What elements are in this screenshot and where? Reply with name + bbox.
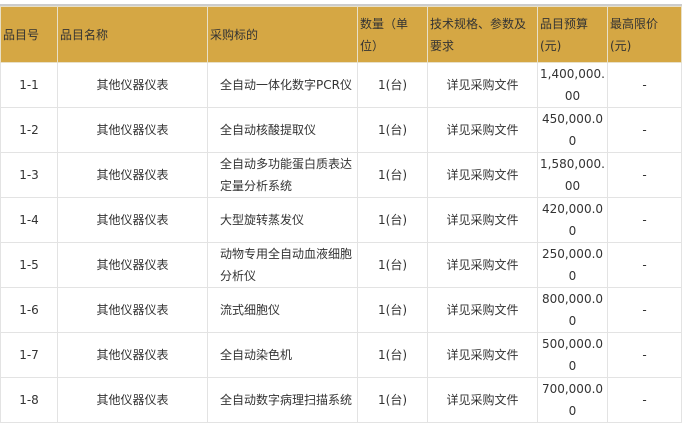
header-budget: 品目预算(元) — [537, 6, 608, 63]
cell-max-price: - — [607, 107, 682, 153]
cell-procurement-subject: 流式细胞仪 — [207, 287, 358, 333]
header-procurement-subject: 采购标的 — [207, 6, 358, 63]
cell-budget: 420,000.00 — [537, 197, 608, 243]
cell-item-name: 其他仪器仪表 — [57, 197, 208, 243]
cell-item-name: 其他仪器仪表 — [57, 377, 208, 423]
cell-item-no: 1-5 — [0, 242, 58, 288]
cell-max-price: - — [607, 242, 682, 288]
cell-specs: 详见采购文件 — [427, 107, 538, 153]
header-item-no: 品目号 — [0, 6, 58, 63]
cell-item-no: 1-2 — [0, 107, 58, 153]
cell-budget: 450,000.00 — [537, 107, 608, 153]
cell-quantity: 1(台) — [357, 242, 428, 288]
procurement-table-wrapper: 品目号 品目名称 采购标的 数量（单位） 技术规格、参数及要求 品目预算(元) 最高限价(元… — [0, 4, 682, 423]
cell-quantity: 1(台) — [357, 197, 428, 243]
cell-procurement-subject: 全自动一体化数字PCR仪 — [207, 62, 358, 108]
cell-procurement-subject: 全自动数字病理扫描系统 — [207, 377, 358, 423]
cell-procurement-subject: 全自动染色机 — [207, 332, 358, 378]
cell-max-price: - — [607, 197, 682, 243]
cell-procurement-subject: 全自动多功能蛋白质表达定量分析系统 — [207, 152, 358, 198]
cell-max-price: - — [607, 332, 682, 378]
cell-quantity: 1(台) — [357, 152, 428, 198]
cell-specs: 详见采购文件 — [427, 152, 538, 198]
cell-specs: 详见采购文件 — [427, 197, 538, 243]
cell-max-price: - — [607, 377, 682, 423]
cell-max-price: - — [607, 287, 682, 333]
cell-item-no: 1-7 — [0, 332, 58, 378]
cell-quantity: 1(台) — [357, 62, 428, 108]
cell-item-name: 其他仪器仪表 — [57, 332, 208, 378]
table-row: 1-2 其他仪器仪表 全自动核酸提取仪 1(台) 详见采购文件 450,000.00- — [0, 107, 682, 153]
table-row: 1-3 其他仪器仪表 全自动多功能蛋白质表达定量分析系统 1(台) 详见采购文件 1,58… — [0, 152, 682, 198]
cell-item-no: 1-6 — [0, 287, 58, 333]
table-row: 1-5 其他仪器仪表 动物专用全自动血液细胞分析仪 1(台) 详见采购文件 250,000… — [0, 242, 682, 288]
cell-budget: 1,580,000.00 — [537, 152, 608, 198]
cell-budget: 1,400,000.00 — [537, 62, 608, 108]
cell-procurement-subject: 大型旋转蒸发仪 — [207, 197, 358, 243]
cell-quantity: 1(台) — [357, 332, 428, 378]
table-row: 1-1 其他仪器仪表 全自动一体化数字PCR仪 1(台) 详见采购文件 1,400,000… — [0, 62, 682, 108]
cell-max-price: - — [607, 152, 682, 198]
cell-procurement-subject: 动物专用全自动血液细胞分析仪 — [207, 242, 358, 288]
table-row: 1-4 其他仪器仪表 大型旋转蒸发仪 1(台) 详见采购文件 420,000.00- — [0, 197, 682, 243]
cell-budget: 700,000.00 — [537, 377, 608, 423]
procurement-table: 品目号 品目名称 采购标的 数量（单位） 技术规格、参数及要求 品目预算(元) 最高限价(元… — [0, 6, 682, 423]
cell-specs: 详见采购文件 — [427, 377, 538, 423]
cell-specs: 详见采购文件 — [427, 62, 538, 108]
cell-item-name: 其他仪器仪表 — [57, 287, 208, 333]
cell-procurement-subject: 全自动核酸提取仪 — [207, 107, 358, 153]
cell-budget: 800,000.00 — [537, 287, 608, 333]
cell-quantity: 1(台) — [357, 377, 428, 423]
cell-item-name: 其他仪器仪表 — [57, 152, 208, 198]
cell-specs: 详见采购文件 — [427, 287, 538, 333]
cell-quantity: 1(台) — [357, 287, 428, 333]
header-specs: 技术规格、参数及要求 — [427, 6, 538, 63]
cell-quantity: 1(台) — [357, 107, 428, 153]
cell-max-price: - — [607, 62, 682, 108]
header-quantity: 数量（单位） — [357, 6, 428, 63]
cell-specs: 详见采购文件 — [427, 242, 538, 288]
cell-item-name: 其他仪器仪表 — [57, 62, 208, 108]
cell-specs: 详见采购文件 — [427, 332, 538, 378]
header-item-name: 品目名称 — [57, 6, 208, 63]
table-row: 1-8 其他仪器仪表 全自动数字病理扫描系统 1(台) 详见采购文件 700,000.00… — [0, 377, 682, 423]
cell-budget: 500,000.00 — [537, 332, 608, 378]
cell-item-no: 1-1 — [0, 62, 58, 108]
cell-item-name: 其他仪器仪表 — [57, 242, 208, 288]
header-row: 品目号 品目名称 采购标的 数量（单位） 技术规格、参数及要求 品目预算(元) 最高限价(元… — [0, 6, 682, 63]
table-row: 1-7 其他仪器仪表 全自动染色机 1(台) 详见采购文件 500,000.00- — [0, 332, 682, 378]
cell-budget: 250,000.00 — [537, 242, 608, 288]
cell-item-no: 1-3 — [0, 152, 58, 198]
cell-item-name: 其他仪器仪表 — [57, 107, 208, 153]
cell-item-no: 1-8 — [0, 377, 58, 423]
cell-item-no: 1-4 — [0, 197, 58, 243]
header-max-price: 最高限价(元) — [607, 6, 682, 63]
table-row: 1-6 其他仪器仪表 流式细胞仪 1(台) 详见采购文件 800,000.00- — [0, 287, 682, 333]
